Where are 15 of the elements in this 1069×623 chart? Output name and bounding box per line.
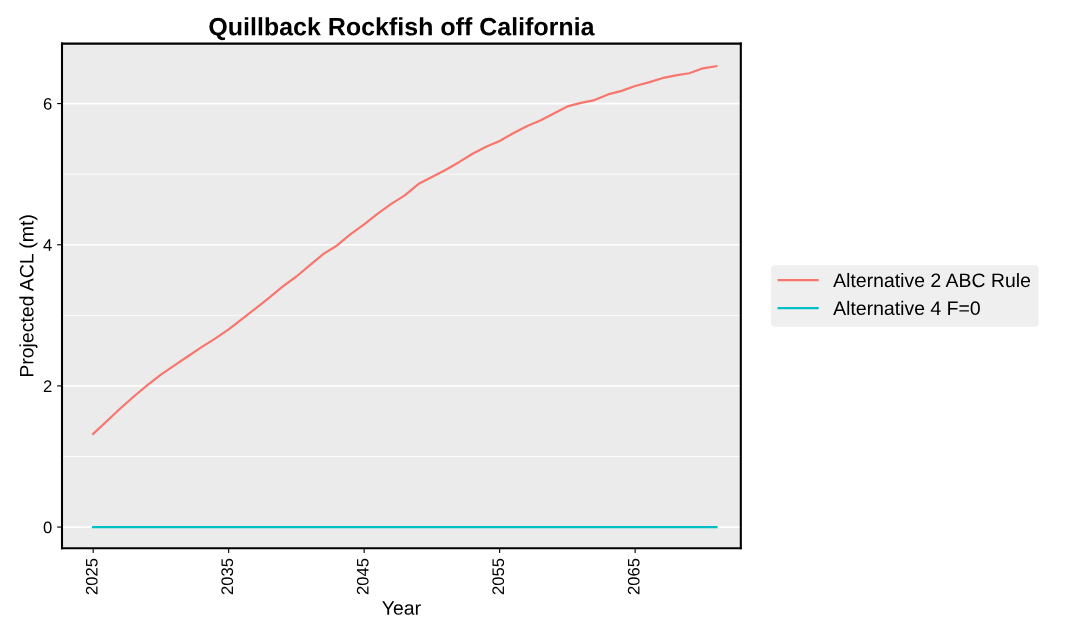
x-tick-label: 2035	[221, 558, 234, 595]
chart-title: Quillback Rockfish off California	[209, 17, 595, 41]
y-tick-label: 2	[43, 380, 52, 392]
x-tick-label: 2065	[627, 558, 640, 595]
x-tick-label: 2045	[356, 558, 369, 595]
legend-label: Alternative 2 ABC Rule	[833, 272, 1031, 288]
x-tick-label: 2055	[492, 558, 505, 595]
y-tick-label: 6	[43, 98, 52, 110]
x-tick-label: 2025	[85, 558, 98, 595]
line-series	[92, 65, 718, 436]
y-tick-label: 0	[43, 521, 52, 534]
y-axis-title: Projected ACL (mt)	[19, 215, 38, 377]
y-tick-label: 4	[43, 239, 52, 251]
x-axis-title: Year	[382, 601, 421, 615]
legend-label: Alternative 4 F=0	[833, 300, 980, 316]
